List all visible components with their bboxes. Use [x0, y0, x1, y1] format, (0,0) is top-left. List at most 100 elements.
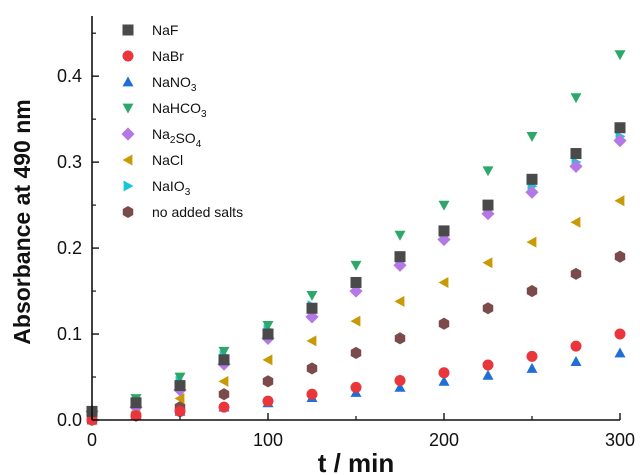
data-point — [394, 381, 406, 392]
data-point — [130, 397, 142, 409]
data-point — [438, 200, 450, 211]
data-point — [438, 317, 450, 330]
data-point — [614, 122, 626, 134]
data-point — [350, 276, 362, 288]
axes: 0 100 200 300 0.0 0.1 0.2 0.3 0.4 — [57, 16, 635, 450]
legend-item-no-added-salts: no added salts — [122, 204, 243, 220]
legend-marker — [122, 76, 134, 87]
y-tick-label: 0.2 — [57, 238, 82, 258]
data-point — [218, 354, 230, 366]
x-tick-label: 0 — [87, 430, 97, 450]
data-point — [614, 328, 626, 340]
legend-label: Na2SO4 — [152, 126, 202, 150]
legend: NaF NaBr NaNO3 NaHCO3 Na2SO4 NaCl NaIO3 no adde… — [121, 22, 243, 220]
y-tick-label: 0.4 — [57, 66, 82, 86]
data-point — [614, 347, 626, 358]
data-point — [482, 166, 494, 177]
data-point — [482, 302, 494, 315]
data-point — [394, 295, 405, 307]
data-point — [218, 388, 230, 401]
legend-marker — [122, 205, 134, 219]
series-na2so4 — [85, 134, 627, 419]
data-point — [438, 225, 450, 237]
series-layer — [85, 50, 627, 427]
data-point — [526, 173, 538, 185]
data-point — [350, 346, 362, 360]
data-point — [306, 388, 318, 400]
data-point — [218, 375, 229, 387]
legend-marker — [122, 50, 134, 62]
x-axis-title: t / min — [318, 448, 395, 475]
data-point — [306, 290, 318, 301]
legend-label: NaCl — [152, 152, 183, 168]
data-point — [570, 356, 582, 366]
legend-label: NaNO3 — [152, 74, 197, 94]
data-point — [262, 321, 274, 331]
series-nabr — [86, 328, 626, 426]
series-no-added-salts — [86, 250, 626, 427]
x-tick-label: 300 — [605, 430, 635, 450]
legend-label: no added salts — [152, 204, 243, 220]
data-point — [262, 354, 273, 366]
data-point — [174, 380, 186, 392]
data-point — [526, 362, 538, 373]
data-point — [394, 251, 406, 263]
data-point — [174, 393, 185, 405]
legend-item-nahco3: NaHCO3 — [122, 100, 207, 120]
data-point — [350, 381, 362, 393]
data-point — [262, 395, 274, 407]
data-point — [613, 134, 627, 148]
data-point — [130, 410, 142, 422]
data-point — [174, 372, 186, 383]
data-point — [394, 374, 406, 386]
legend-label: NaIO3 — [152, 178, 191, 198]
legend-item-nano3: NaNO3 — [122, 74, 197, 94]
data-point — [394, 230, 406, 241]
legend-marker — [122, 103, 134, 114]
x-tick-label: 100 — [253, 430, 283, 450]
legend-label: NaBr — [152, 48, 184, 64]
series-nahco3 — [86, 50, 626, 417]
data-point — [482, 359, 494, 371]
data-point — [570, 148, 582, 160]
data-point — [394, 332, 406, 345]
legend-item-naio3: NaIO3 — [123, 178, 191, 198]
data-point — [570, 340, 582, 352]
data-point — [306, 335, 317, 347]
legend-marker — [121, 127, 135, 141]
y-tick-label: 0.3 — [57, 152, 82, 172]
y-tick-label: 0.0 — [57, 410, 82, 430]
legend-item-nacl: NaCl — [122, 152, 183, 168]
legend-marker — [122, 24, 134, 36]
legend-item-nabr: NaBr — [122, 48, 184, 64]
data-point — [570, 216, 581, 228]
data-point — [438, 375, 450, 386]
data-point — [570, 267, 582, 280]
data-point — [218, 401, 230, 413]
data-point — [482, 199, 494, 211]
data-point — [350, 315, 361, 327]
data-point — [614, 195, 625, 207]
data-point — [614, 250, 626, 263]
data-point — [482, 369, 494, 380]
data-point — [526, 131, 538, 142]
legend-marker — [122, 154, 133, 166]
y-tick-label: 0.1 — [57, 324, 82, 344]
data-point — [306, 362, 318, 375]
series-naio3 — [87, 130, 626, 417]
data-point — [526, 236, 537, 248]
data-point — [218, 346, 230, 357]
data-point — [262, 328, 274, 340]
data-point — [350, 260, 362, 271]
legend-label: NaHCO3 — [152, 100, 207, 120]
data-point — [482, 257, 493, 269]
x-tick-label: 200 — [429, 430, 459, 450]
legend-label: NaF — [152, 22, 178, 38]
data-point — [438, 367, 450, 379]
data-point — [174, 405, 186, 417]
legend-item-na2so4: Na2SO4 — [121, 126, 202, 150]
data-point — [526, 350, 538, 362]
data-point — [570, 93, 582, 104]
data-point — [614, 50, 626, 61]
